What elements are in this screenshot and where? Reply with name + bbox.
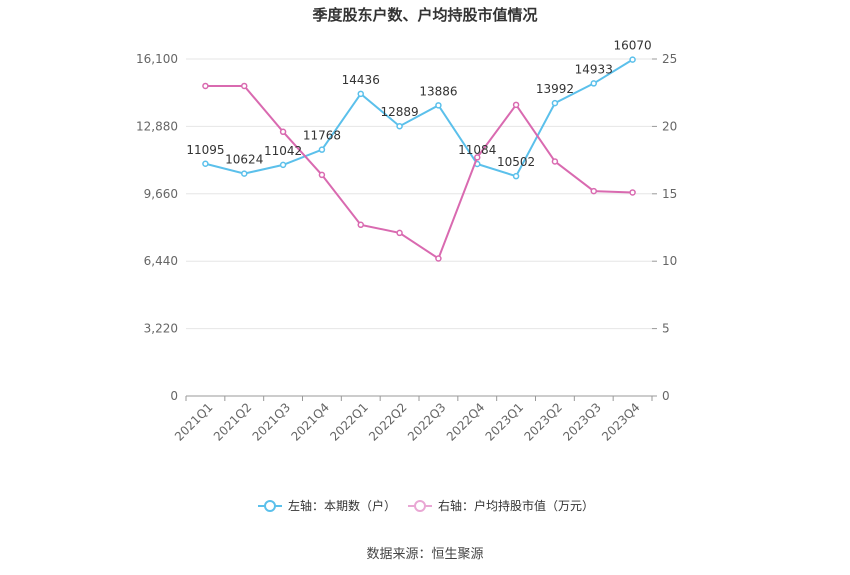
point-market-value [512,101,520,109]
left-tick-label: 16,100 [136,52,178,66]
data-label: 11768 [303,129,341,143]
right-tick-label: 25 [662,52,677,66]
x-tick-label: 2021Q4 [288,400,332,444]
left-tick-label: 0 [170,389,178,403]
data-label: 10624 [225,153,263,167]
point-market-value [474,154,481,161]
x-tick-label: 2023Q1 [483,400,527,444]
legend-marker-market-value [414,500,426,512]
point-market-value [551,158,559,165]
line-market-value [205,84,633,261]
data-label: 12889 [380,105,418,119]
right-tick-label: 15 [662,187,677,201]
data-source: 数据来源：恒生聚源 [366,547,483,562]
chart-title: 季度股东户数、户均持股市值情况 [312,6,537,24]
right-tick-label: 0 [662,389,670,403]
grid [186,58,652,330]
right-tick-label: 5 [662,322,670,336]
point-market-value [396,229,403,237]
line-households [205,58,634,178]
x-tick-label: 2022Q1 [327,400,371,444]
legend-item-market-value[interactable]: 右轴：户均持股市值（万元） [408,498,594,513]
legend-marker-households [264,500,276,512]
point-households [318,146,326,153]
legend-item-households[interactable]: 左轴：本期数（户） [258,498,396,513]
x-axis: 2021Q12021Q22021Q32021Q42022Q12022Q22022… [172,395,653,444]
point-households [279,161,287,169]
left-tick-label: 9,660 [144,187,178,201]
right-tick-label: 20 [662,119,677,133]
data-label: 10502 [497,155,535,169]
x-tick-label: 2021Q1 [172,400,216,444]
x-tick-label: 2022Q3 [405,400,449,444]
data-label: 11084 [458,143,496,157]
point-households [590,80,597,87]
right-axis: 0 5 10 15 20 25 [652,52,677,403]
point-households [435,102,442,109]
point-market-value [590,187,597,195]
point-households [241,170,248,177]
left-axis: 0 3,220 6,440 9,660 12,880 16,100 [136,52,178,403]
x-tick-label: 2023Q2 [521,400,565,444]
x-tick-label: 2023Q3 [560,400,604,444]
data-label: 11042 [264,144,302,158]
point-market-value [629,189,636,196]
point-market-value [241,82,248,90]
legend-label-market-value: 右轴：户均持股市值（万元） [438,498,594,513]
point-market-value [357,221,364,229]
x-tick-label: 2023Q4 [599,400,643,444]
point-households [357,90,364,98]
legend-label-households: 左轴：本期数（户） [288,498,396,513]
x-tick-label: 2022Q2 [366,400,410,444]
data-label: 11095 [186,143,224,157]
point-households [629,56,636,63]
data-label: 13886 [419,84,457,98]
data-label: 16070 [613,39,651,53]
x-tick-label: 2021Q2 [211,400,255,444]
x-tick-label: 2021Q3 [250,400,294,444]
data-label: 14436 [342,73,380,87]
left-tick-label: 3,220 [144,322,178,336]
point-market-value [279,128,287,136]
point-households [202,160,209,168]
left-tick-label: 12,880 [136,119,178,133]
right-tick-label: 10 [662,254,677,268]
data-label: 13992 [536,82,574,96]
point-market-value [202,82,209,90]
point-households [512,172,520,180]
x-tick-label: 2022Q4 [444,400,488,444]
point-market-value [318,171,326,179]
left-tick-label: 6,440 [144,254,178,268]
point-market-value [435,255,442,262]
series-layer [202,56,636,262]
legend: 左轴：本期数（户） 右轴：户均持股市值（万元） [258,498,594,513]
point-households [551,99,559,107]
point-households [396,122,403,130]
data-label: 14933 [575,62,613,76]
